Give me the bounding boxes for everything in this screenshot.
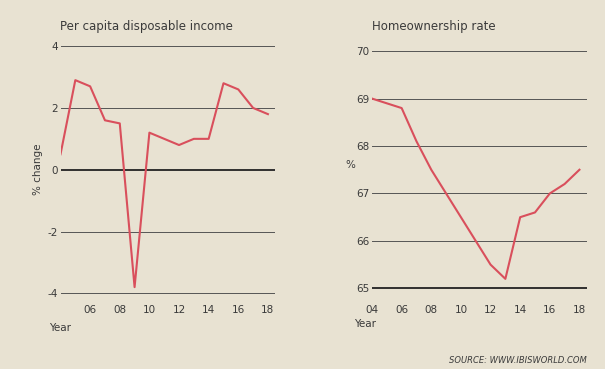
Text: Per capita disposable income: Per capita disposable income — [60, 20, 234, 33]
Y-axis label: % change: % change — [33, 144, 43, 196]
Text: Year: Year — [48, 323, 71, 333]
Text: SOURCE: WWW.IBISWORLD.COM: SOURCE: WWW.IBISWORLD.COM — [449, 356, 587, 365]
Y-axis label: %: % — [345, 160, 356, 170]
Text: Homeownership rate: Homeownership rate — [372, 20, 495, 33]
Text: Year: Year — [355, 319, 376, 329]
